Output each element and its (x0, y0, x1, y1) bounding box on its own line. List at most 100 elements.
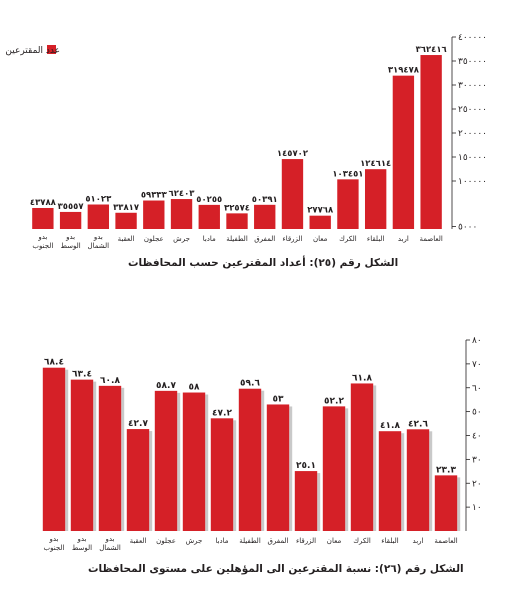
bar (126, 429, 150, 531)
bar-value-label: ٥٩.٦ (240, 379, 260, 389)
x-tick-label: بدو (37, 233, 47, 241)
x-tick-label: عجلون (156, 537, 176, 545)
bar-shadow (317, 473, 321, 531)
bar-value-label: ٥٨.٧ (156, 381, 176, 391)
x-tick-label: مادبا (203, 235, 216, 243)
x-tick-label: البلقاء (367, 235, 385, 243)
bar-value-label: ١٠٣٤٥١ (332, 169, 363, 179)
bar (364, 169, 387, 229)
x-tick-label: بدو (76, 535, 86, 543)
bar (238, 388, 262, 531)
bar-value-label: ٢٥.١ (296, 461, 316, 471)
x-tick-label: مادبا (215, 537, 228, 545)
x-tick-label: المفرق (268, 537, 289, 545)
bar-shadow (429, 431, 433, 531)
x-tick-label: المفرق (254, 235, 275, 243)
y-tick-label: ٢٥٠٠٠٠ (458, 105, 487, 115)
bar-shadow (373, 385, 377, 531)
bar-value-label: ٤١.٨ (380, 421, 400, 431)
bar-shadow (93, 381, 97, 531)
x-tick-label: الزرقاء (296, 537, 316, 545)
y-tick-label: ١٠ (472, 503, 482, 513)
x-tick-label: العقبة (118, 235, 135, 243)
bar-shadow (289, 406, 293, 531)
y-tick-label: ١٠٠٠٠٠ (458, 177, 487, 187)
x-tick-label: الجنوب (32, 242, 53, 250)
bar-shadow (401, 433, 405, 531)
bar (210, 418, 234, 531)
bar (350, 383, 374, 531)
x-tick-label: بدو (93, 233, 103, 241)
bar (337, 179, 359, 229)
bar (226, 213, 248, 229)
x-tick-label: الزرقاء (282, 235, 302, 243)
x-tick-label: العقبة (130, 537, 147, 545)
bar-value-label: ٢٣.٣ (436, 465, 456, 475)
bar (98, 385, 122, 531)
y-tick-label: ٥٠ (472, 408, 482, 418)
x-tick-label: بدو (104, 535, 114, 543)
x-tick-label: اربد (413, 537, 424, 545)
bar (420, 55, 442, 230)
bar-shadow (121, 387, 125, 531)
bar-value-label: ١٤٥٧٠٢ (277, 149, 309, 159)
x-tick-label: عجلون (144, 235, 164, 243)
bar (198, 204, 220, 229)
bar (322, 406, 346, 531)
bar-value-label: ٥٩٣٣٣ (141, 191, 168, 201)
bar-value-label: ٤٧.٢ (212, 408, 232, 418)
bar (266, 404, 290, 531)
bar-value-label: ٥٠٣٩١ (252, 195, 278, 205)
bar (309, 215, 331, 229)
bar (182, 392, 206, 531)
x-tick-label: الشمال (99, 544, 121, 552)
bar-value-label: ٣٢٥٧٤ (224, 203, 250, 213)
bar-shadow (233, 420, 237, 531)
bar (59, 211, 82, 229)
y-tick-label: ٥٠٠٠ (458, 223, 477, 233)
chart-25-caption: الشكل رقم (٢٥): أعداد المقترعين حسب المح… (128, 257, 399, 269)
bar-shadow (177, 392, 181, 531)
bar-shadow (457, 477, 461, 531)
bar (392, 75, 415, 229)
legend-swatch (47, 45, 56, 54)
y-tick-label: ٢٠ (472, 479, 482, 489)
bar-value-label: ٢٧٧٦٨ (307, 206, 334, 216)
x-tick-label: اربد (398, 235, 409, 243)
y-tick-label: ٣٥٠٠٠٠ (458, 57, 487, 67)
x-tick-label: جرش (186, 537, 203, 545)
bar-value-label: ٦٨.٤ (44, 358, 64, 368)
bar-shadow (261, 390, 265, 531)
x-tick-label: الوسط (72, 544, 92, 552)
y-tick-label: ٤٠ (472, 432, 482, 442)
x-tick-label: الكرك (353, 537, 371, 545)
bar-value-label: ٣٣٨١٧ (113, 203, 140, 213)
y-tick-label: ٢٠٠٠٠٠ (458, 129, 487, 139)
bar-value-label: ٦٣.٤ (72, 370, 92, 380)
y-tick-label: ٤٠٠٠٠٠ (458, 33, 487, 43)
x-tick-label: معان (327, 537, 342, 545)
bar-value-label: ٦١.٨ (352, 373, 372, 383)
bar (281, 159, 304, 229)
bar-value-label: ٥٣ (273, 394, 284, 404)
x-tick-label: معان (313, 235, 328, 243)
bar (406, 429, 430, 531)
bar-value-label: ٥٨ (189, 383, 200, 393)
bar (378, 431, 402, 531)
bar (143, 200, 165, 229)
y-tick-label: ٣٠٠٠٠٠ (458, 81, 487, 91)
bar-value-label: ٥٠٢٥٥ (196, 195, 222, 205)
bar-shadow (205, 394, 209, 531)
bar-value-label: ٦٠.٨ (100, 376, 120, 386)
bar-value-label: ١٢٤٦١٤ (360, 159, 391, 169)
y-tick-label: ١٥٠٠٠٠ (458, 153, 487, 163)
x-tick-label: بدو (65, 233, 75, 241)
x-tick-label: بدو (48, 535, 58, 543)
y-tick-label: ٣٠ (472, 455, 482, 465)
bar-value-label: ٥٢.٢ (324, 396, 344, 406)
x-tick-label: الجنوب (44, 544, 65, 552)
bar (87, 204, 110, 229)
x-tick-label: العاصمة (419, 235, 442, 243)
bar-value-label: ٤٢.٦ (408, 419, 428, 429)
